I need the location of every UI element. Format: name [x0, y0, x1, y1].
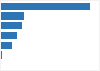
- Bar: [1, 51, 2, 59]
- Bar: [1, 22, 22, 29]
- Bar: [1, 32, 17, 39]
- Bar: [1, 42, 12, 49]
- Bar: [1, 3, 90, 10]
- Bar: [1, 12, 24, 20]
